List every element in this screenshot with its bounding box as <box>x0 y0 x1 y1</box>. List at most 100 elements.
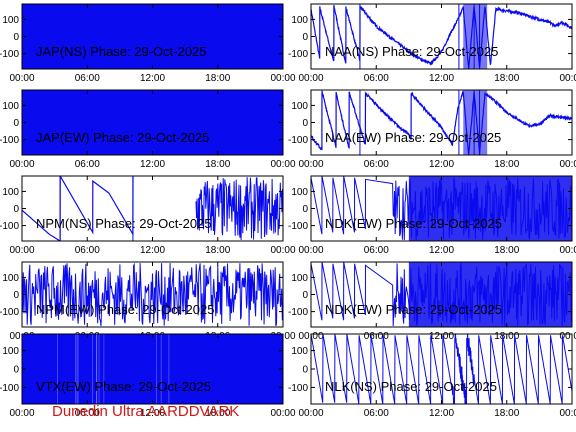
series-fill <box>463 4 488 69</box>
y-tick-label: 0 <box>13 290 19 301</box>
x-tick-label: 00:00 <box>298 245 323 256</box>
x-tick-label: 12:00 <box>429 408 454 419</box>
y-tick-label: -100 <box>0 307 19 318</box>
y-tick-label: 100 <box>2 101 19 112</box>
panel-8: 1000-10000:0006:0012:0018:0000:00NDK(EW)… <box>288 261 576 342</box>
x-tick-label: 18:00 <box>205 73 230 84</box>
x-tick-label: 12:00 <box>429 159 454 170</box>
panel-2: 100 0 -100 00:00 06:00 12:00 18:00 00:00 NAA(NS)… <box>288 3 576 84</box>
panel-4: 100 0 -100 00:00 06:00 12:00 18:00 00:00 NAA(EW)… <box>288 89 576 170</box>
x-tick-label: 12:00 <box>140 408 165 419</box>
x-tick-label: 00:00 <box>9 408 34 419</box>
y-tick-label: 100 <box>2 15 19 26</box>
series-line <box>311 90 572 155</box>
y-tick-label: 100 <box>291 346 308 357</box>
x-tick-label: 00:00 <box>270 159 295 170</box>
x-tick-label: 12:00 <box>140 73 165 84</box>
y-tick-label: 100 <box>2 273 19 284</box>
x-tick-label: 18:00 <box>494 245 519 256</box>
x-tick-label: 00:00 <box>270 73 295 84</box>
panel-label: NAA(NS) Phase: 29-Oct-2025 <box>325 44 498 59</box>
x-tick-label: 12:00 <box>140 159 165 170</box>
y-tick-label: -100 <box>0 221 19 232</box>
series-line <box>311 5 572 69</box>
panel-label: NAA(EW) Phase: 29-Oct-2025 <box>325 130 501 145</box>
y-tick-label: 0 <box>302 32 308 43</box>
x-tick-label: 00:00 <box>270 245 295 256</box>
panel-label: VTX(EW) Phase: 29-Oct-2025 <box>36 379 211 394</box>
x-tick-label: 00:00 <box>559 245 576 256</box>
panel-7: 1000-10000:0006:0012:0018:0000:00NPM(EW)… <box>0 261 296 342</box>
plot-area <box>22 90 283 155</box>
y-tick-label: 0 <box>13 365 19 376</box>
x-tick-label: 06:00 <box>364 73 389 84</box>
y-tick-label: 100 <box>2 187 19 198</box>
y-tick-label: 0 <box>302 204 308 215</box>
plot-area <box>22 176 283 241</box>
x-tick-label: 12:00 <box>429 245 454 256</box>
y-tick-label: 0 <box>13 204 19 215</box>
x-tick-label: 18:00 <box>494 73 519 84</box>
panel-label: NDK(EW) Phase: 29-Oct-2025 <box>325 216 502 231</box>
panel-3: 100 0 -100 00:00 06:00 12:00 18:00 00:00 JAP(EW)… <box>0 89 296 170</box>
panel-label: JAP(EW) Phase: 29-Oct-2025 <box>36 130 209 145</box>
x-tick-label: 00:00 <box>9 73 34 84</box>
panel-label: NLK(NS) Phase: 29-Oct-2025 <box>325 379 497 394</box>
y-tick-label: -100 <box>288 49 308 60</box>
panel-frame <box>310 89 573 156</box>
x-tick-label: 00:00 <box>270 408 295 419</box>
x-tick-label: 06:00 <box>364 159 389 170</box>
plot-area <box>311 334 572 404</box>
x-tick-label: 06:00 <box>75 408 100 419</box>
series-fill <box>463 90 488 155</box>
series-line <box>22 176 134 241</box>
series-line <box>311 334 572 404</box>
y-tick-label: 100 <box>291 101 308 112</box>
series-line <box>22 262 283 327</box>
x-tick-label: 00:00 <box>559 331 576 342</box>
plot-area <box>22 334 283 404</box>
x-tick-label: 06:00 <box>75 245 100 256</box>
plot-area <box>22 4 283 69</box>
plot-area <box>311 4 572 69</box>
x-tick-label: 00:00 <box>298 408 323 419</box>
series-line <box>195 176 283 241</box>
x-tick-label: 00:00 <box>9 159 34 170</box>
plot-area <box>311 176 572 241</box>
y-tick-label: -100 <box>0 49 19 60</box>
plot-area <box>22 262 283 327</box>
panel-frame <box>310 3 573 70</box>
x-tick-label: 00:00 <box>298 159 323 170</box>
panel-1: 100 0 -100 00:00 06:00 12:00 18:00 00:00 JAP(NS)… <box>0 3 296 84</box>
x-tick-label: 06:00 <box>364 408 389 419</box>
x-tick-label: 06:00 <box>364 245 389 256</box>
series-fill <box>22 4 283 69</box>
y-tick-label: -100 <box>288 307 308 318</box>
x-tick-label: 18:00 <box>205 159 230 170</box>
x-tick-label: 00:00 <box>559 408 576 419</box>
footer-title: Dunedin Ultra AARDDVARK <box>52 403 240 420</box>
plot-area <box>311 262 572 327</box>
y-tick-label: 0 <box>302 365 308 376</box>
y-tick-label: 0 <box>13 118 19 129</box>
x-tick-label: 00:00 <box>9 245 34 256</box>
x-tick-label: 18:00 <box>205 245 230 256</box>
panel-label: NPM(NS) Phase: 29-Oct-2025 <box>36 216 212 231</box>
y-tick-label: 100 <box>291 187 308 198</box>
y-tick-label: -100 <box>288 383 308 394</box>
series-fill <box>408 262 572 327</box>
y-tick-label: -100 <box>288 221 308 232</box>
plot-area <box>311 90 572 155</box>
x-tick-label: 12:00 <box>429 73 454 84</box>
panel-6: 100 0 -100 00:00 06:00 12:00 18:00 00:00 NDK(EW)… <box>288 175 576 256</box>
x-tick-label: 00:00 <box>559 73 576 84</box>
x-tick-label: 00:00 <box>559 159 576 170</box>
panel-label: JAP(NS) Phase: 29-Oct-2025 <box>36 44 207 59</box>
panel-label: NDK(EW) Phase: 29-Oct-2025 <box>325 302 502 317</box>
series-fill <box>22 90 283 155</box>
x-tick-label: 18:00 <box>494 408 519 419</box>
panel-10: 100 0 -100 00:00 06:00 12:00 18:00 00:00 NLK(NS)… <box>288 333 576 419</box>
panel-9: 100 0 -100 00:00 06:00 12:00 18:00 00:00 VTX(EW)… <box>0 333 296 419</box>
x-tick-label: 18:00 <box>494 159 519 170</box>
